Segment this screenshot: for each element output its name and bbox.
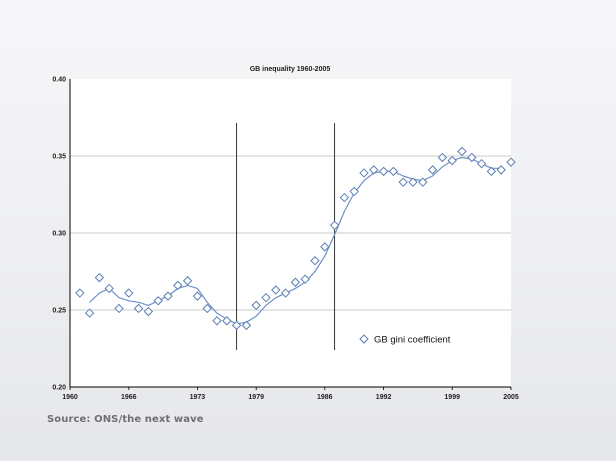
data-point-diamond [280, 288, 291, 298]
data-point-diamond [173, 280, 183, 291]
data-point-diamond [271, 285, 281, 295]
data-point-diamond [290, 277, 301, 287]
data-point-diamond [94, 272, 105, 283]
y-tick-label: 0.20 [52, 385, 66, 392]
data-point-diamond [143, 306, 154, 317]
data-point-diamond [212, 316, 222, 326]
vertical-markers [236, 123, 336, 350]
chart-title: GB inequality 1960-2005 [250, 66, 331, 73]
axes [69, 79, 511, 388]
data-point-diamond [222, 316, 232, 326]
data-point-diamond [486, 166, 497, 177]
grid-lines [70, 155, 511, 311]
data-point-diamond [378, 166, 389, 177]
y-tick-label: 0.35 [52, 154, 66, 161]
data-point-diamond [163, 291, 173, 301]
data-point-diamond [310, 256, 320, 266]
data-point-diamond [408, 177, 418, 187]
data-point-diamond [359, 168, 369, 178]
data-point-diamond [84, 308, 95, 318]
data-point-diamond [437, 152, 448, 163]
data-point-diamond [447, 155, 457, 166]
data-point-diamond [153, 296, 163, 306]
data-point-diamond [320, 242, 330, 252]
x-tick-label: 1999 [444, 394, 460, 401]
data-point-diamond [75, 288, 85, 298]
data-point-diamond [339, 192, 350, 203]
x-tick-label: 1986 [317, 394, 333, 401]
x-tick-label: 1973 [190, 394, 206, 401]
data-point-diamond [467, 152, 477, 163]
data-point-diamond [349, 186, 359, 197]
source-note: Source: ONS/the next wave [47, 414, 204, 425]
data-point-diamond [241, 320, 252, 331]
data-point-diamond [231, 320, 242, 331]
y-tick-labels: 0.20 0.25 0.30 0.35 0.40 [52, 77, 66, 392]
data-point-diamond [182, 276, 193, 286]
data-point-diamond [506, 157, 516, 167]
data-point-diamond [124, 288, 134, 298]
data-point-diamond [261, 292, 271, 303]
data-point-diamond [192, 291, 203, 301]
data-point-diamond [388, 166, 399, 177]
data-point-diamond [369, 165, 379, 175]
data-point-diamond [329, 220, 340, 231]
x-tick-label: 2005 [503, 394, 519, 401]
data-point-diamond [418, 177, 428, 187]
data-point-diamond [202, 303, 212, 314]
y-tick-label: 0.25 [52, 308, 66, 315]
data-point-diamond [133, 303, 144, 314]
data-point-diamond [300, 274, 310, 284]
data-point-diamond [476, 158, 487, 169]
x-tick-label: 1992 [376, 394, 392, 401]
data-point-diamond [251, 300, 261, 311]
legend-label: GB gini coefficient [374, 335, 451, 346]
x-tick-label: 1979 [248, 394, 264, 401]
data-point-diamond [104, 283, 114, 294]
data-point-diamond [427, 165, 438, 175]
y-tick-label: 0.30 [52, 231, 66, 238]
x-tick-labels: 1960 1966 1973 1979 1986 1992 1999 2005 [62, 387, 519, 401]
data-point-diamond [114, 303, 124, 314]
data-points [75, 146, 516, 331]
y-tick-label: 0.40 [52, 77, 66, 84]
legend: GB gini coefficient [359, 334, 451, 346]
x-tick-label: 1960 [62, 394, 78, 401]
data-point-diamond [398, 177, 408, 187]
data-point-diamond [457, 146, 467, 157]
x-tick-label: 1966 [121, 394, 137, 401]
legend-diamond-icon [359, 334, 369, 344]
data-point-diamond [496, 165, 506, 175]
